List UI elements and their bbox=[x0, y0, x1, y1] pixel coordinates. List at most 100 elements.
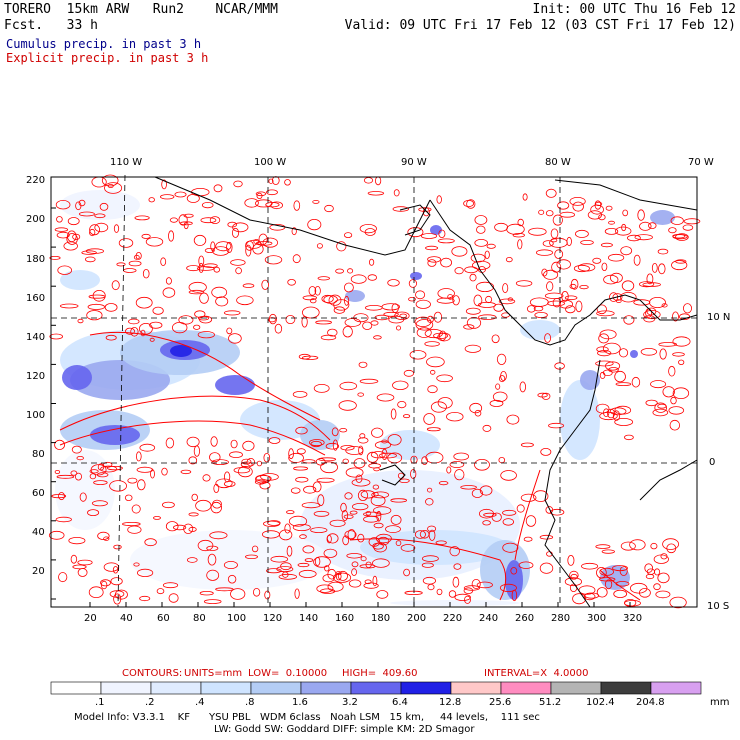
explicit-contour bbox=[483, 512, 497, 518]
explicit-contour bbox=[88, 586, 104, 598]
explicit-contour bbox=[368, 258, 375, 266]
explicit-contour bbox=[477, 301, 496, 308]
explicit-contour bbox=[516, 504, 525, 513]
explicit-contour bbox=[550, 228, 559, 239]
grid-x-label: 140 bbox=[299, 613, 319, 624]
explicit-contour bbox=[110, 577, 123, 586]
explicit-contour bbox=[543, 269, 559, 280]
explicit-contour bbox=[125, 327, 135, 335]
explicit-contour bbox=[454, 593, 471, 602]
explicit-contour bbox=[233, 467, 251, 474]
explicit-contour bbox=[621, 280, 635, 292]
explicit-contour bbox=[627, 234, 641, 242]
explicit-contour bbox=[359, 564, 376, 569]
explicit-contour bbox=[590, 204, 604, 215]
explicit-contour bbox=[226, 327, 233, 335]
explicit-contour bbox=[659, 348, 667, 360]
explicit-contour bbox=[672, 336, 691, 347]
explicit-contour bbox=[474, 215, 488, 225]
cumulus-area bbox=[600, 565, 630, 590]
meridian-line bbox=[117, 174, 126, 608]
explicit-contour bbox=[296, 448, 306, 455]
explicit-contour bbox=[471, 488, 483, 498]
explicit-contour bbox=[139, 443, 156, 452]
explicit-contour bbox=[329, 519, 346, 527]
explicit-contour bbox=[348, 579, 362, 588]
cumulus-area bbox=[410, 272, 422, 280]
explicit-contour bbox=[161, 179, 167, 190]
explicit-contour bbox=[537, 392, 548, 398]
explicit-contour bbox=[381, 439, 388, 444]
explicit-contour bbox=[541, 392, 551, 400]
lon-label: 100 W bbox=[254, 157, 287, 168]
explicit-contour bbox=[545, 188, 557, 198]
explicit-contour bbox=[357, 533, 365, 543]
explicit-contour bbox=[474, 409, 482, 417]
explicit-contour bbox=[122, 522, 141, 527]
explicit-contour bbox=[605, 205, 613, 211]
explicit-contour bbox=[94, 222, 109, 233]
explicit-contour bbox=[418, 207, 432, 212]
explicit-contour bbox=[355, 474, 363, 483]
explicit-contour bbox=[209, 531, 228, 540]
explicit-contour bbox=[678, 359, 685, 365]
explicit-contour bbox=[507, 297, 514, 302]
explicit-contour bbox=[575, 229, 589, 238]
explicit-contour bbox=[49, 333, 63, 340]
explicit-contour bbox=[165, 521, 179, 532]
explicit-contour bbox=[604, 579, 613, 590]
explicit-contour bbox=[498, 456, 506, 464]
explicit-contour bbox=[407, 227, 424, 238]
explicit-contour bbox=[245, 244, 252, 257]
explicit-contour bbox=[70, 554, 78, 564]
explicit-contour bbox=[78, 211, 95, 217]
explicit-contour bbox=[463, 587, 474, 594]
explicit-contour bbox=[265, 568, 282, 574]
explicit-contour bbox=[569, 583, 578, 592]
explicit-contour bbox=[130, 326, 139, 337]
explicit-contour bbox=[470, 253, 486, 263]
explicit-contour bbox=[335, 268, 345, 274]
explicit-contour bbox=[230, 588, 246, 600]
explicit-contour bbox=[168, 593, 179, 603]
explicit-contour bbox=[564, 295, 578, 301]
explicit-contour bbox=[252, 243, 264, 255]
explicit-contour bbox=[76, 455, 84, 461]
cumulus-area bbox=[580, 370, 600, 390]
explicit-contour bbox=[188, 512, 199, 517]
explicit-contour bbox=[502, 283, 509, 294]
explicit-contour bbox=[474, 238, 489, 247]
explicit-contour bbox=[464, 266, 479, 274]
explicit-contour bbox=[227, 574, 237, 584]
explicit-contour bbox=[437, 288, 455, 299]
explicit-contour bbox=[180, 469, 192, 475]
explicit-contour bbox=[93, 480, 108, 486]
explicit-contour bbox=[326, 533, 339, 544]
grid-x-label: 60 bbox=[157, 613, 170, 624]
explicit-contour bbox=[596, 346, 609, 353]
explicit-contour bbox=[399, 313, 408, 318]
explicit-contour bbox=[496, 353, 507, 365]
explicit-contour bbox=[623, 315, 635, 325]
coastline bbox=[154, 176, 431, 256]
grid-y-label: 40 bbox=[32, 527, 45, 538]
explicit-contour bbox=[426, 427, 441, 432]
explicit-contour bbox=[646, 273, 654, 285]
explicit-contour bbox=[640, 347, 658, 356]
lon-label: 90 W bbox=[401, 157, 427, 168]
explicit-contour bbox=[301, 502, 321, 509]
explicit-contour bbox=[517, 218, 524, 227]
explicit-contour bbox=[215, 241, 232, 252]
explicit-contour bbox=[438, 480, 449, 486]
explicit-contour bbox=[58, 572, 68, 583]
explicit-contour bbox=[484, 250, 490, 259]
axis-ticks bbox=[51, 207, 631, 607]
explicit-contour bbox=[188, 289, 205, 295]
explicit-contour bbox=[359, 378, 379, 384]
explicit-contour bbox=[303, 485, 317, 494]
explicit-contour bbox=[466, 199, 476, 209]
explicit-contour bbox=[292, 390, 308, 398]
explicit-contour bbox=[633, 299, 651, 306]
explicit-contour bbox=[256, 460, 262, 467]
lon-label: 110 W bbox=[110, 157, 143, 168]
